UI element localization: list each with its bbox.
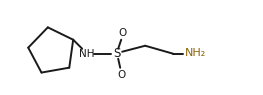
Text: O: O: [118, 28, 126, 38]
Text: NH: NH: [79, 49, 95, 59]
Text: S: S: [114, 47, 121, 60]
Text: NH₂: NH₂: [185, 48, 206, 58]
Text: O: O: [117, 70, 125, 80]
